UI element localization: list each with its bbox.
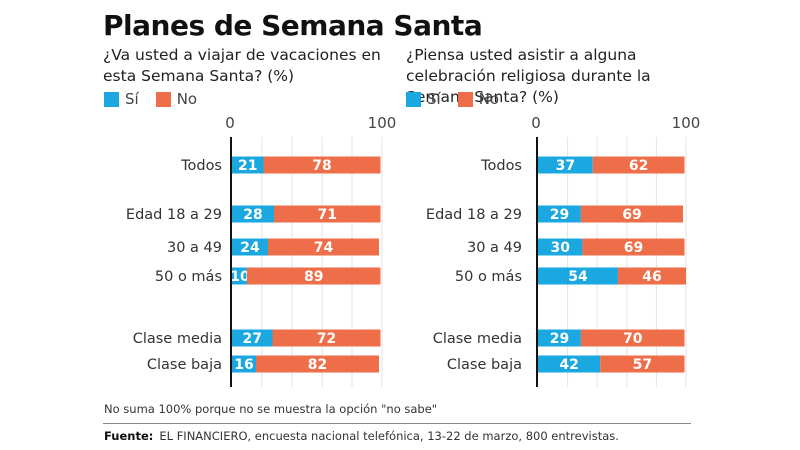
legend-label-no: No <box>478 90 500 108</box>
source-line: Fuente: EL FINANCIERO, encuesta nacional … <box>104 429 619 443</box>
right-chart-question: ¿Piensa usted asistir a alguna celebraci… <box>406 46 651 106</box>
data-label: 78 <box>312 158 331 174</box>
bar-si <box>538 205 581 223</box>
x-tick-label: 0 <box>225 114 235 132</box>
category-label: Clase baja <box>147 357 222 373</box>
legend-item-si: Sí <box>104 90 139 108</box>
category-label: Clase media <box>133 331 222 347</box>
category-label: Todos <box>180 158 222 174</box>
data-label: 27 <box>243 331 262 347</box>
source-label: Fuente: <box>104 429 154 443</box>
legend-swatch-no <box>155 91 171 107</box>
data-label: 24 <box>240 240 260 256</box>
legend-item-no: No <box>155 90 198 108</box>
footnote: No suma 100% porque no se muestra la opc… <box>104 402 438 416</box>
footer-divider <box>103 423 691 424</box>
legend-swatch-no <box>457 91 473 107</box>
chart-title: Planes de Semana Santa <box>103 9 483 42</box>
bar-no <box>274 205 381 223</box>
data-label: 29 <box>550 331 569 347</box>
data-label: 10 <box>230 269 250 285</box>
data-label: 71 <box>318 207 337 223</box>
data-label: 16 <box>234 357 253 373</box>
data-label: 82 <box>308 357 327 373</box>
data-label: 57 <box>633 357 652 373</box>
data-label: 37 <box>556 158 575 174</box>
data-label: 30 <box>550 240 570 256</box>
data-label: 89 <box>304 269 323 285</box>
data-label: 29 <box>550 207 569 223</box>
data-label: 69 <box>622 207 641 223</box>
bar-si <box>538 355 601 373</box>
bar-no <box>268 238 379 256</box>
category-label: Clase media <box>433 331 522 347</box>
x-tick-label: 0 <box>531 114 541 132</box>
bar-si <box>538 267 618 285</box>
bar-si <box>232 329 273 347</box>
data-label: 42 <box>559 357 578 373</box>
bar-no <box>592 156 685 174</box>
bar-no <box>247 267 381 285</box>
x-tick-label: 100 <box>672 114 701 132</box>
bar-no <box>582 238 685 256</box>
data-label: 54 <box>568 269 588 285</box>
bar-no <box>580 329 685 347</box>
data-label: 69 <box>624 240 643 256</box>
bar-si <box>538 329 581 347</box>
bar-si <box>232 205 274 223</box>
bar-si <box>232 156 264 174</box>
right-legend: Sí No <box>406 90 516 108</box>
data-label: 62 <box>629 158 648 174</box>
left-chart-question: ¿Va usted a viajar de vacaciones en esta… <box>103 46 381 85</box>
source-text: EL FINANCIERO, encuesta nacional telefón… <box>159 429 619 443</box>
data-label: 46 <box>642 269 661 285</box>
bar-si <box>232 355 256 373</box>
category-label: Edad 18 a 29 <box>126 207 222 223</box>
bar-no <box>272 329 381 347</box>
bar-si <box>232 267 247 285</box>
category-label: 50 o más <box>455 269 522 285</box>
data-label: 21 <box>238 158 257 174</box>
bar-no <box>600 355 685 373</box>
legend-item-si: Sí <box>406 90 441 108</box>
legend-item-no: No <box>457 90 500 108</box>
category-label: Edad 18 a 29 <box>426 207 522 223</box>
data-label: 74 <box>314 240 334 256</box>
bar-no <box>263 156 381 174</box>
legend-swatch-si <box>406 91 421 107</box>
legend-swatch-si <box>104 91 119 107</box>
bar-si <box>538 238 583 256</box>
category-label: Todos <box>480 158 522 174</box>
legend-label-si: Sí <box>427 90 441 108</box>
data-label: 28 <box>243 207 262 223</box>
x-tick-label: 100 <box>368 114 397 132</box>
bar-no <box>617 267 686 285</box>
data-label: 70 <box>623 331 643 347</box>
legend-label-si: Sí <box>125 90 139 108</box>
data-label: 72 <box>317 331 336 347</box>
left-legend: Sí No <box>104 90 214 108</box>
legend-label-no: No <box>176 90 198 108</box>
category-label: 50 o más <box>155 269 222 285</box>
bar-no <box>580 205 684 223</box>
category-label: Clase baja <box>447 357 522 373</box>
bar-si <box>232 238 268 256</box>
category-label: 30 a 49 <box>167 240 222 256</box>
bar-si <box>538 156 593 174</box>
category-label: 30 a 49 <box>467 240 522 256</box>
bar-no <box>256 355 379 373</box>
